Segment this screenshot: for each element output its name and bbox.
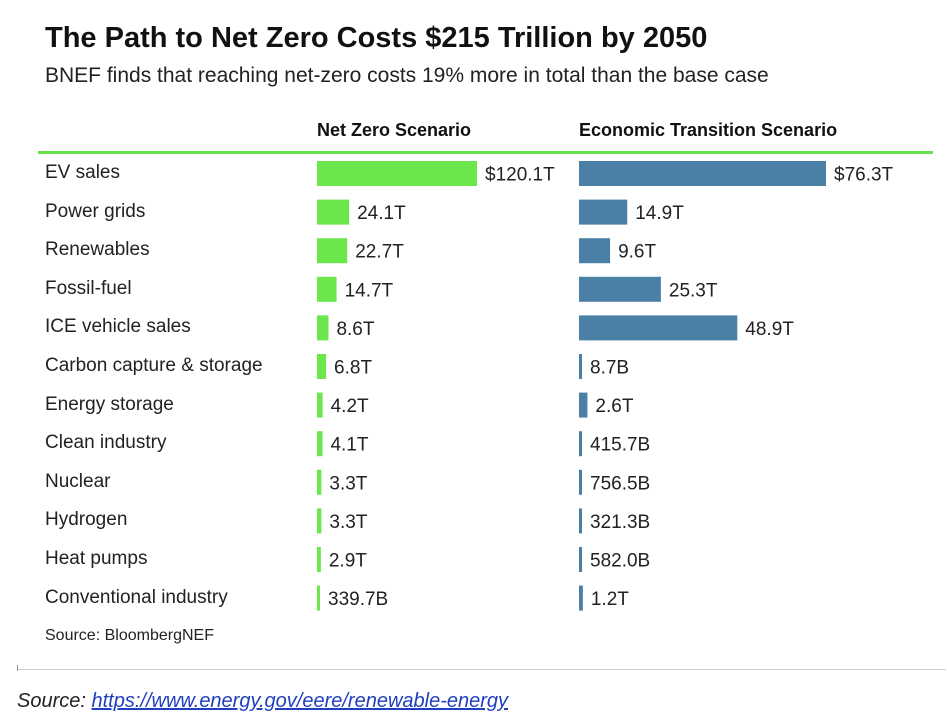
economic-transition-bar xyxy=(579,431,582,457)
economic-transition-value-label: 9.6T xyxy=(618,242,656,263)
net-zero-bar xyxy=(317,199,350,225)
net-zero-bar xyxy=(317,276,337,302)
net-zero-bar xyxy=(317,161,477,186)
net-zero-value-label: 14.7T xyxy=(345,280,394,301)
net-zero-value-label: 22.7T xyxy=(355,242,404,263)
economic-transition-bar xyxy=(579,315,738,341)
category-label: Carbon capture & storage xyxy=(45,355,263,376)
economic-transition-bar xyxy=(579,392,588,418)
economic-transition-value-label: 8.7B xyxy=(590,358,629,379)
economic-transition-value-label: 25.3T xyxy=(669,280,718,301)
category-label: Energy storage xyxy=(45,393,174,415)
economic-transition-bar xyxy=(579,354,582,379)
economic-transition-bar xyxy=(579,199,628,225)
category-label: Renewables xyxy=(45,239,150,261)
net-zero-value-label: 6.8T xyxy=(334,358,372,379)
economic-transition-value-label: 321.3B xyxy=(590,512,650,533)
economic-transition-value-label: 48.9T xyxy=(745,319,794,340)
header-rule xyxy=(38,151,933,154)
net-zero-value-label: 2.9T xyxy=(329,551,367,572)
net-zero-bar xyxy=(317,547,321,572)
economic-transition-value-label: 582.0B xyxy=(590,551,650,572)
bottom-divider-tick xyxy=(17,665,18,671)
category-label: Conventional industry xyxy=(45,586,228,608)
category-label: ICE vehicle sales xyxy=(45,316,191,338)
series-header-net-zero: Net Zero Scenario xyxy=(317,120,472,140)
footer-source-link[interactable]: https://www.energy.gov/eere/renewable-en… xyxy=(91,690,509,712)
category-label: EV sales xyxy=(45,162,120,183)
net-zero-value-label: 3.3T xyxy=(329,473,367,494)
economic-transition-value-label: $76.3T xyxy=(834,165,894,186)
net-zero-bar xyxy=(317,585,320,611)
series-header-economic-transition: Economic Transition Scenario xyxy=(579,120,838,140)
net-zero-value-label: 8.6T xyxy=(336,319,374,340)
net-zero-bar xyxy=(317,315,329,341)
category-label: Heat pumps xyxy=(45,548,148,569)
net-zero-bar xyxy=(317,431,323,457)
category-label: Fossil-fuel xyxy=(45,277,132,299)
net-zero-value-label: 3.3T xyxy=(329,512,367,533)
economic-transition-value-label: 2.6T xyxy=(595,396,633,417)
economic-transition-bar xyxy=(579,508,582,534)
net-zero-value-label: 4.2T xyxy=(331,396,369,417)
chart-subtitle: BNEF finds that reaching net-zero costs … xyxy=(45,64,769,87)
economic-transition-bar xyxy=(579,547,582,572)
net-zero-value-label: 4.1T xyxy=(330,435,368,456)
page-footer: Source: https://www.energy.gov/eere/rene… xyxy=(17,690,508,713)
category-label: Clean industry xyxy=(45,432,167,454)
economic-transition-bar xyxy=(579,585,583,611)
economic-transition-value-label: 14.9T xyxy=(635,203,684,224)
chart-title: The Path to Net Zero Costs $215 Trillion… xyxy=(45,22,708,54)
economic-transition-value-label: 1.2T xyxy=(591,589,629,610)
chart-source-note: Source: BloombergNEF xyxy=(45,627,214,644)
category-label: Nuclear xyxy=(45,470,111,492)
economic-transition-bar xyxy=(579,469,582,495)
net-zero-value-label: 24.1T xyxy=(357,203,406,224)
net-zero-bar xyxy=(317,354,327,379)
economic-transition-value-label: 415.7B xyxy=(590,435,650,456)
net-zero-value-label: 339.7B xyxy=(328,589,388,610)
economic-transition-bar xyxy=(579,238,611,264)
net-zero-bar xyxy=(317,238,348,264)
net-zero-bar xyxy=(317,469,322,495)
net-zero-value-label: $120.1T xyxy=(485,165,555,186)
bottom-divider xyxy=(17,669,946,670)
economic-transition-value-label: 756.5B xyxy=(590,473,650,494)
economic-transition-bar xyxy=(579,161,826,186)
net-zero-bar xyxy=(317,508,322,534)
net-zero-bar xyxy=(317,392,323,418)
footer-source-label: Source: xyxy=(17,690,86,712)
economic-transition-bar xyxy=(579,276,661,302)
category-label: Hydrogen xyxy=(45,509,128,531)
category-label: Power grids xyxy=(45,200,146,222)
